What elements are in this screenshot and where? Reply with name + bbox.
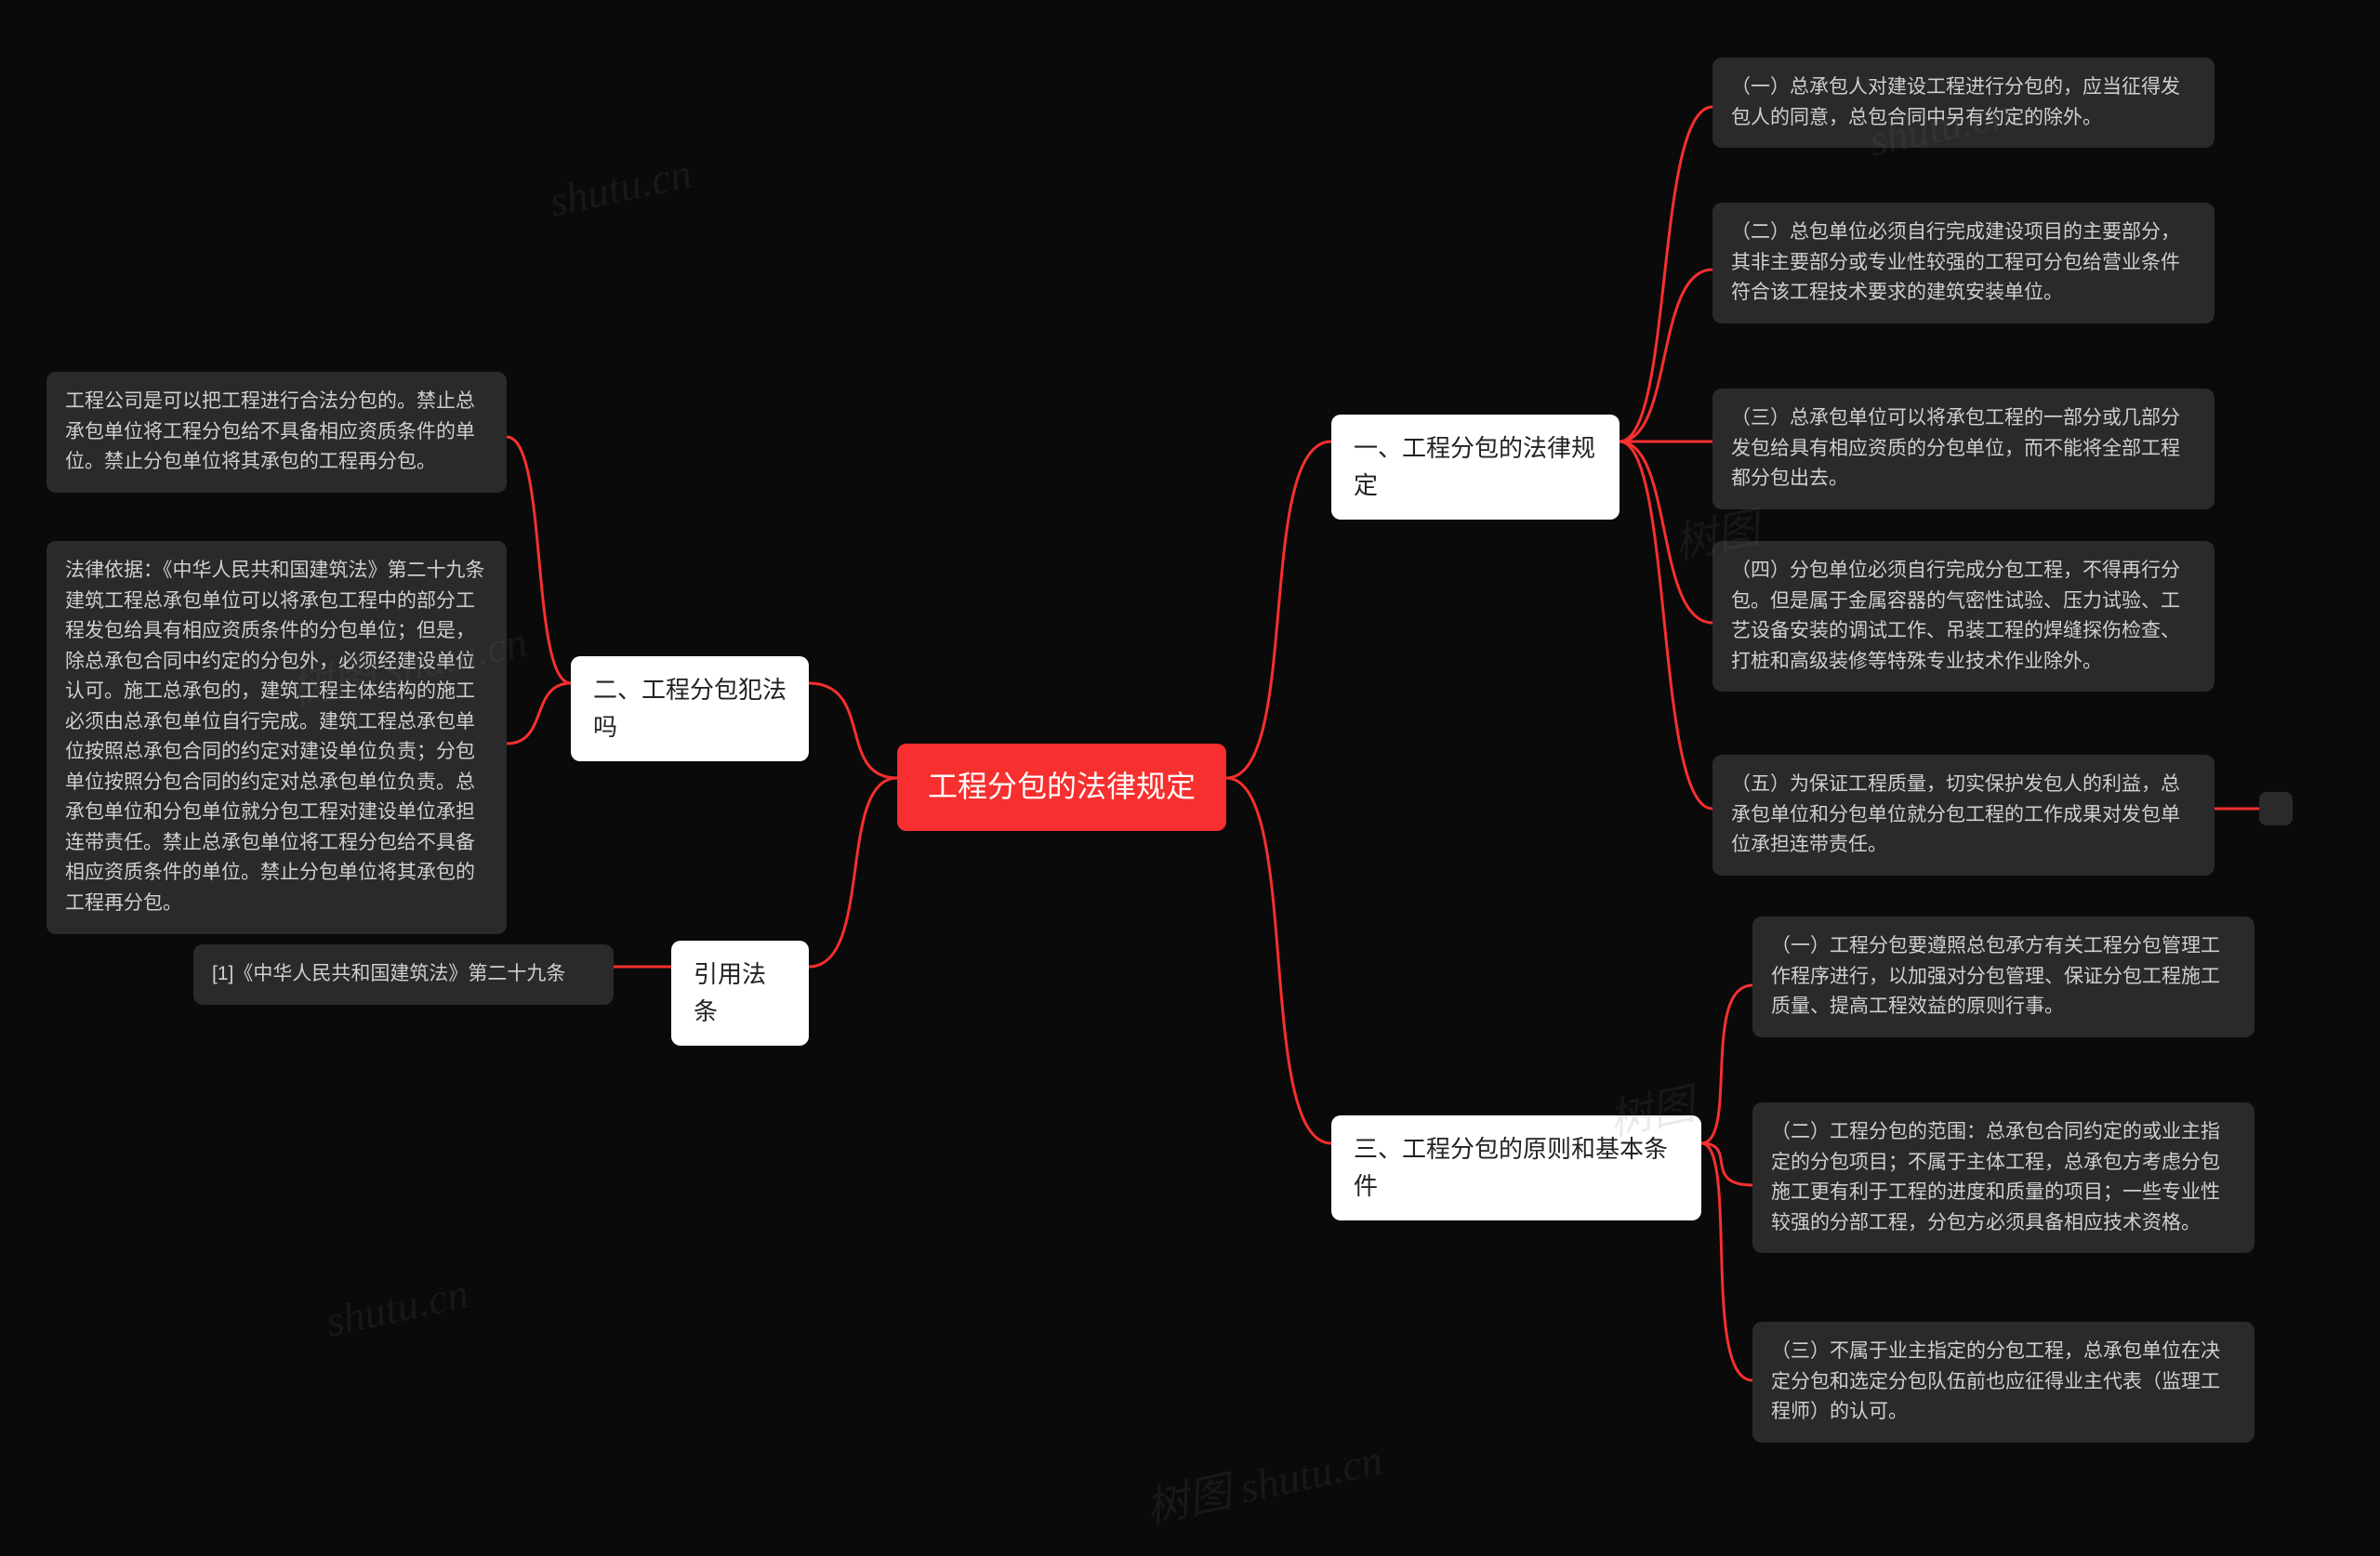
leaf-r1-4[interactable]: （四）分包单位必须自行完成分包工程，不得再行分包。但是属于金属容器的气密性试验、… xyxy=(1712,541,2215,692)
branch-principles-conditions[interactable]: 三、工程分包的原则和基本条件 xyxy=(1331,1115,1701,1220)
branch-label: 二、工程分包犯法吗 xyxy=(593,676,787,741)
leaf-l1-2[interactable]: 法律依据：《中华人民共和国建筑法》第二十九条 建筑工程总承包单位可以将承包工程中… xyxy=(46,541,507,934)
watermark: shutu.cn xyxy=(322,1269,472,1347)
leaf-text: （五）为保证工程质量，切实保护发包人的利益，总承包单位和分包单位就分包工程的工作… xyxy=(1731,773,2180,855)
root-node[interactable]: 工程分包的法律规定 xyxy=(897,744,1226,831)
leaf-text: （二）工程分包的范围：总承包合同约定的或业主指定的分包项目；不属于主体工程，总承… xyxy=(1771,1121,2220,1233)
branch-illegal-question[interactable]: 二、工程分包犯法吗 xyxy=(571,656,809,761)
leaf-r2-1[interactable]: （一）工程分包要遵照总包承方有关工程分包管理工作程序进行，以加强对分包管理、保证… xyxy=(1752,916,2254,1037)
leaf-text: （二）总包单位必须自行完成建设项目的主要部分，其非主要部分或专业性较强的工程可分… xyxy=(1731,221,2180,303)
branch-label: 一、工程分包的法律规定 xyxy=(1354,434,1595,499)
leaf-r1-1[interactable]: （一）总承包人对建设工程进行分包的，应当征得发包人的同意，总包合同中另有约定的除… xyxy=(1712,58,2215,148)
leaf-l1-1[interactable]: 工程公司是可以把工程进行合法分包的。禁止总承包单位将工程分包给不具备相应资质条件… xyxy=(46,372,507,493)
watermark: 树图 shutu.cn xyxy=(1140,1426,1387,1536)
leaf-text: [1]《中华人民共和国建筑法》第二十九条 xyxy=(212,963,565,984)
leaf-text: （四）分包单位必须自行完成分包工程，不得再行分包。但是属于金属容器的气密性试验、… xyxy=(1731,560,2180,672)
branch-label: 三、工程分包的原则和基本条件 xyxy=(1354,1135,1668,1200)
leaf-r2-3[interactable]: （三）不属于业主指定的分包工程，总承包单位在决定分包和选定分包队伍前也应征得业主… xyxy=(1752,1322,2254,1443)
leaf-text: （三）总承包单位可以将承包工程的一部分或几部分发包给具有相应资质的分包单位，而不… xyxy=(1731,407,2180,489)
leaf-text: 工程公司是可以把工程进行合法分包的。禁止总承包单位将工程分包给不具备相应资质条件… xyxy=(65,390,475,472)
leaf-r2-2[interactable]: （二）工程分包的范围：总承包合同约定的或业主指定的分包项目；不属于主体工程，总承… xyxy=(1752,1102,2254,1253)
collapsed-stub[interactable] xyxy=(2259,792,2293,825)
leaf-text: （一）总承包人对建设工程进行分包的，应当征得发包人的同意，总包合同中另有约定的除… xyxy=(1731,76,2180,128)
leaf-r1-5[interactable]: （五）为保证工程质量，切实保护发包人的利益，总承包单位和分包单位就分包工程的工作… xyxy=(1712,755,2215,876)
branch-legal-provisions[interactable]: 一、工程分包的法律规定 xyxy=(1331,415,1620,520)
leaf-r1-3[interactable]: （三）总承包单位可以将承包工程的一部分或几部分发包给具有相应资质的分包单位，而不… xyxy=(1712,389,2215,509)
leaf-text: （三）不属于业主指定的分包工程，总承包单位在决定分包和选定分包队伍前也应征得业主… xyxy=(1771,1340,2220,1422)
leaf-text: （一）工程分包要遵照总包承方有关工程分包管理工作程序进行，以加强对分包管理、保证… xyxy=(1771,935,2220,1017)
leaf-text: 法律依据：《中华人民共和国建筑法》第二十九条 建筑工程总承包单位可以将承包工程中… xyxy=(65,560,485,914)
watermark: shutu.cn xyxy=(545,149,695,227)
root-label: 工程分包的法律规定 xyxy=(928,770,1196,803)
branch-cited-law[interactable]: 引用法条 xyxy=(671,941,809,1046)
branch-label: 引用法条 xyxy=(694,960,766,1025)
mindmap-canvas: 工程分包的法律规定 一、工程分包的法律规定 （一）总承包人对建设工程进行分包的，… xyxy=(0,0,2380,1556)
leaf-l2-1[interactable]: [1]《中华人民共和国建筑法》第二十九条 xyxy=(193,944,614,1005)
leaf-r1-2[interactable]: （二）总包单位必须自行完成建设项目的主要部分，其非主要部分或专业性较强的工程可分… xyxy=(1712,203,2215,323)
